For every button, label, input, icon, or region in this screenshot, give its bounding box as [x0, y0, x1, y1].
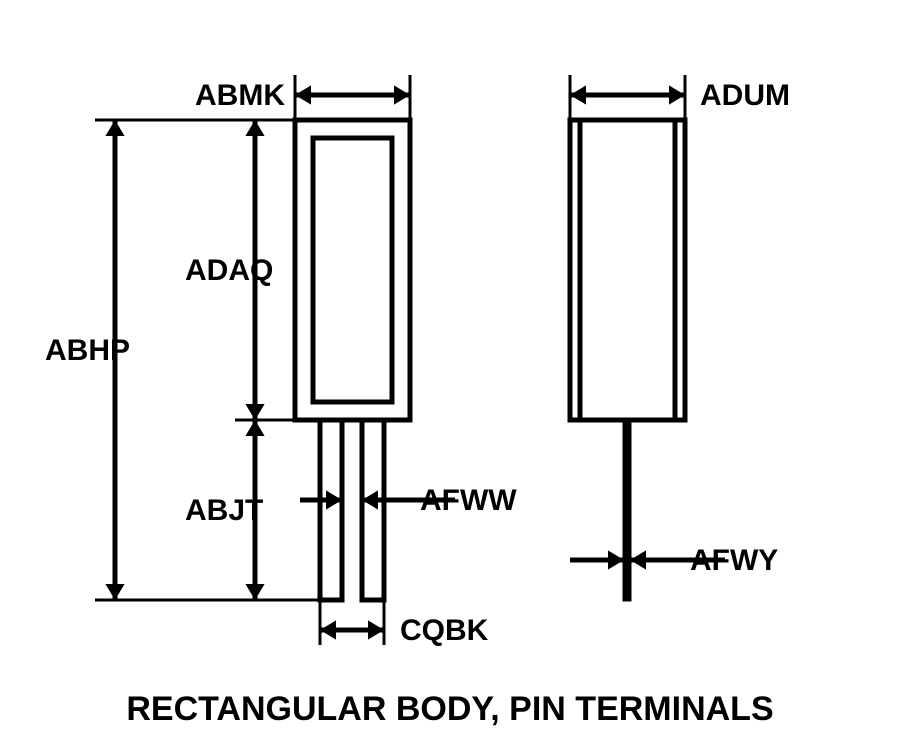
- svg-text:ABMK: ABMK: [195, 79, 285, 112]
- svg-text:AFWW: AFWW: [420, 484, 517, 517]
- svg-text:ABJT: ABJT: [185, 494, 263, 527]
- diagram-title: RECTANGULAR BODY, PIN TERMINALS: [0, 690, 900, 729]
- svg-text:ADUM: ADUM: [700, 79, 790, 112]
- svg-text:CQBK: CQBK: [400, 614, 489, 647]
- svg-text:ADAQ: ADAQ: [185, 254, 273, 287]
- svg-text:ABHP: ABHP: [45, 334, 130, 367]
- svg-text:AFWY: AFWY: [690, 544, 778, 577]
- technical-diagram: ABHP ADAQ ABJT ABMK ADUM AFWW AFWY CQBK: [0, 0, 900, 740]
